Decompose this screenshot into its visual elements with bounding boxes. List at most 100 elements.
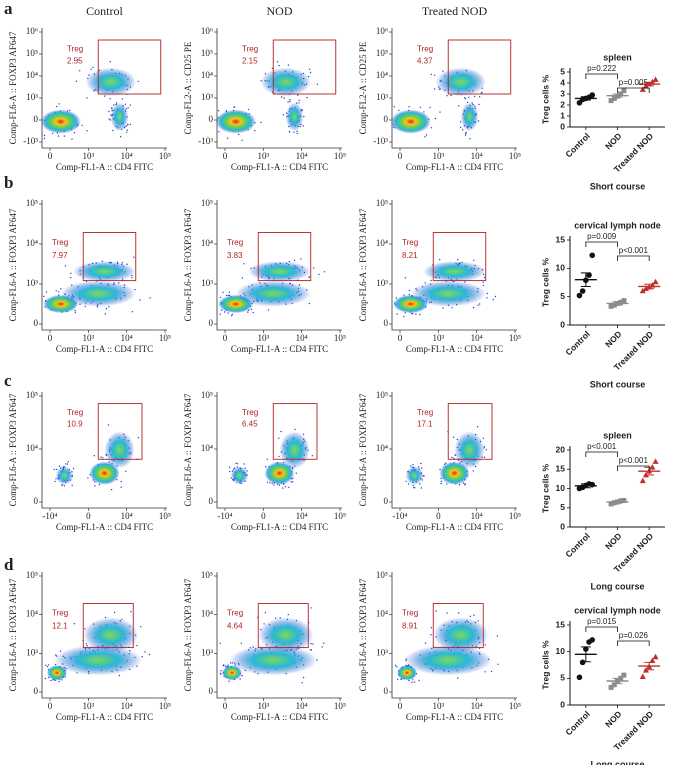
x-axis-label: Comp-FL1-A :: CD4 FITC [406, 162, 503, 172]
event-dot [413, 681, 416, 683]
event-dot [289, 99, 291, 101]
event-dot [126, 129, 129, 131]
x-axis-label: Comp-FL1-A :: CD4 FITC [231, 712, 328, 722]
x-axis-label: Comp-FL1-A :: CD4 FITC [56, 344, 153, 354]
event-dot [484, 671, 486, 673]
bracket [585, 451, 618, 457]
x-tick-label: 10⁴ [296, 701, 308, 711]
data-point [621, 298, 627, 304]
data-point [621, 497, 627, 503]
event-dot [233, 106, 236, 108]
event-dot [287, 613, 289, 616]
event-dot [479, 303, 481, 305]
event-dot [280, 430, 282, 433]
y-tick-label: 10⁴ [201, 609, 213, 619]
axes [41, 200, 167, 331]
event-dot [66, 463, 69, 465]
event-dot [414, 487, 416, 489]
event-dot [58, 291, 60, 293]
event-dot [129, 123, 131, 126]
event-dot [446, 483, 448, 485]
event-dot [435, 610, 437, 612]
event-dot [462, 482, 465, 484]
event-dot [293, 131, 295, 133]
event-dot [424, 282, 426, 284]
y-tick-label: 10⁵ [201, 570, 213, 580]
bracket [617, 87, 650, 93]
event-dot [273, 484, 275, 486]
y-tick-label: 10³ [376, 647, 388, 657]
chart-subtitle: Long course [590, 581, 644, 591]
density-cloud [405, 466, 424, 485]
event-dot [397, 678, 399, 681]
event-dot [407, 483, 410, 485]
event-dot [405, 480, 407, 483]
event-dot [288, 486, 290, 489]
density-cloud [230, 466, 249, 485]
density-cloud [89, 461, 120, 485]
gate-label: Treg [227, 238, 243, 247]
y-tick-label: 10 [556, 483, 566, 493]
y-tick-label: 0 [560, 121, 565, 131]
event-dot [421, 467, 423, 469]
event-dot [472, 470, 474, 472]
event-dot [219, 313, 221, 315]
flow-plot [216, 392, 342, 509]
gate-value: 4.64 [227, 621, 243, 630]
error-bar [612, 93, 623, 98]
event-dot [323, 271, 326, 273]
event-dot [75, 80, 78, 82]
event-dot [290, 481, 292, 483]
event-dot [284, 486, 287, 488]
y-tick-label: 10⁴ [201, 238, 213, 248]
y-tick-label: 0 [209, 496, 214, 506]
axes [41, 572, 167, 699]
event-dot [90, 68, 92, 71]
event-dot [134, 288, 136, 291]
event-dot [296, 130, 298, 132]
x-tick-label: Control [563, 531, 591, 559]
event-dot [43, 295, 45, 298]
x-axis-label: Comp-FL1-A :: CD4 FITC [406, 712, 503, 722]
event-dot [442, 307, 444, 309]
event-dot [54, 663, 57, 666]
x-tick-label: 10³ [82, 151, 94, 161]
y-tick-label: 10⁵ [376, 390, 388, 400]
event-dot [105, 308, 108, 310]
event-dot [420, 462, 422, 465]
y-tick-label: 10³ [26, 92, 38, 102]
y-tick-label: 0 [209, 318, 214, 328]
y-tick-label: 15 [556, 464, 566, 474]
error-bar [644, 283, 655, 290]
y-axis-label: Comp-FL6-A :: FOXP3 AF647 [358, 208, 368, 321]
event-dot [120, 481, 122, 483]
panel-letter: c [4, 371, 12, 390]
event-dot [250, 308, 253, 310]
density-cloud [423, 261, 486, 282]
bracket [585, 73, 618, 79]
event-dot [476, 426, 479, 428]
p-value: p<0.001 [619, 246, 649, 255]
density-cloud [279, 431, 310, 469]
x-tick-label: 0 [86, 511, 91, 521]
x-tick-label: 10³ [432, 151, 444, 161]
y-tick-label: 10⁵ [201, 48, 213, 58]
y-axis-label: Comp-FL6-A :: FOXP3 AF647 [358, 578, 368, 691]
event-dot [46, 665, 49, 668]
p-value: p<0.001 [587, 442, 617, 451]
y-tick-label: 0 [34, 496, 39, 506]
event-dot [243, 263, 245, 265]
event-dot [484, 276, 486, 279]
y-tick-label: -10³ [23, 136, 38, 146]
gate [447, 403, 493, 460]
bracket [617, 640, 650, 646]
x-tick-label: 10³ [257, 333, 269, 343]
event-dot [267, 309, 270, 311]
y-tick-label: 0 [560, 521, 565, 531]
event-dot [71, 138, 73, 140]
chart-subtitle: Long course [590, 759, 644, 765]
event-dot [465, 131, 467, 134]
event-dot [298, 102, 300, 104]
x-tick-label: 10⁵ [159, 151, 171, 161]
event-dot [291, 481, 294, 483]
